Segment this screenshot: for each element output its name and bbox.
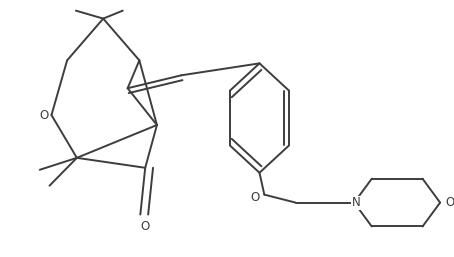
Text: O: O [445, 196, 454, 209]
Text: O: O [141, 220, 150, 233]
Text: O: O [250, 191, 259, 204]
Text: O: O [39, 108, 48, 122]
Text: N: N [352, 196, 360, 209]
